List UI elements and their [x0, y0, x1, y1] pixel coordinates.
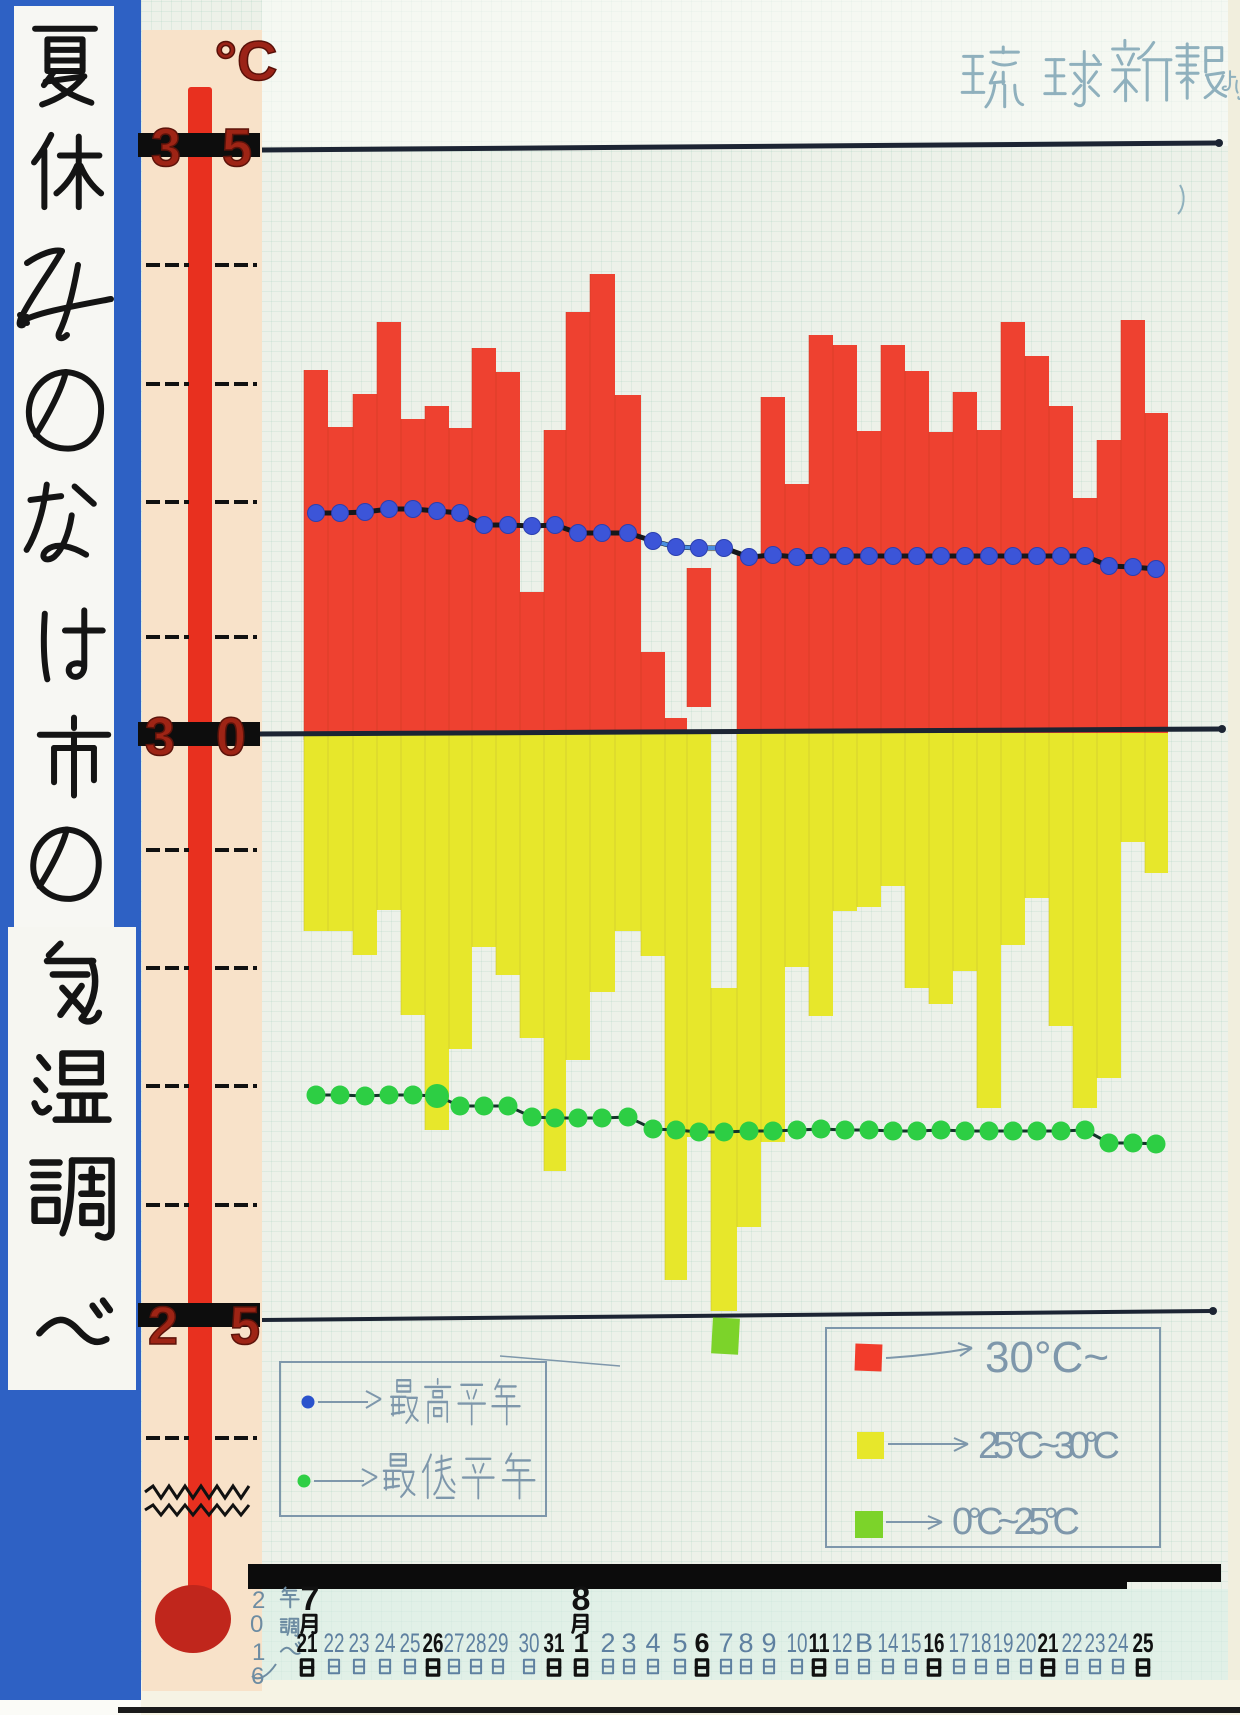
svg-text:25: 25 — [1133, 1628, 1154, 1658]
svg-text:1: 1 — [573, 1628, 588, 1658]
svg-text:5: 5 — [230, 1296, 260, 1356]
svg-text:25: 25 — [400, 1628, 421, 1658]
svg-text:0: 0 — [250, 1611, 263, 1638]
svg-text:7: 7 — [718, 1628, 733, 1658]
svg-text:15: 15 — [901, 1628, 922, 1658]
svg-text:26: 26 — [423, 1628, 444, 1658]
svg-text:24: 24 — [1108, 1628, 1129, 1658]
svg-text:18: 18 — [971, 1628, 992, 1658]
svg-text:8: 8 — [572, 1580, 591, 1618]
svg-text:17: 17 — [949, 1628, 970, 1658]
svg-text:3: 3 — [621, 1628, 636, 1658]
svg-text:30°C~: 30°C~ — [985, 1333, 1109, 1382]
svg-text:8: 8 — [738, 1628, 753, 1658]
svg-text:5: 5 — [672, 1628, 687, 1658]
svg-text:28: 28 — [466, 1628, 487, 1658]
svg-text:3: 3 — [151, 118, 181, 178]
svg-text:14: 14 — [878, 1628, 899, 1658]
svg-text:23: 23 — [349, 1628, 370, 1658]
svg-text:29: 29 — [488, 1628, 509, 1658]
svg-text:22: 22 — [1062, 1628, 1083, 1658]
svg-text:1: 1 — [252, 1639, 265, 1666]
svg-text:2: 2 — [148, 1296, 178, 1356]
svg-text:0°C~25°C: 0°C~25°C — [952, 1501, 1080, 1543]
svg-text:24: 24 — [375, 1628, 396, 1658]
svg-text:20: 20 — [1016, 1628, 1037, 1658]
svg-text:0: 0 — [216, 707, 246, 767]
svg-text:21: 21 — [297, 1628, 318, 1658]
svg-text:B: B — [855, 1628, 873, 1658]
svg-text:°C: °C — [215, 29, 278, 92]
svg-text:30: 30 — [519, 1628, 540, 1658]
svg-text:7: 7 — [301, 1580, 320, 1618]
svg-text:12: 12 — [832, 1628, 853, 1658]
svg-text:6: 6 — [694, 1628, 709, 1658]
svg-text:6: 6 — [251, 1663, 264, 1690]
svg-text:3: 3 — [145, 707, 175, 767]
svg-text:22: 22 — [324, 1628, 345, 1658]
svg-text:10: 10 — [787, 1628, 808, 1658]
svg-text:2: 2 — [252, 1587, 265, 1614]
svg-text:5: 5 — [222, 118, 252, 178]
svg-text:4: 4 — [645, 1628, 660, 1658]
svg-text:25°C~30°C: 25°C~30°C — [978, 1425, 1120, 1467]
svg-text:9: 9 — [761, 1628, 776, 1658]
svg-text:11: 11 — [809, 1628, 830, 1658]
svg-text:27: 27 — [444, 1628, 465, 1658]
svg-text:2: 2 — [600, 1628, 615, 1658]
svg-text:16: 16 — [924, 1628, 945, 1658]
svg-text:23: 23 — [1085, 1628, 1106, 1658]
svg-text:21: 21 — [1038, 1628, 1059, 1658]
svg-text:19: 19 — [993, 1628, 1014, 1658]
svg-text:31: 31 — [544, 1628, 565, 1658]
